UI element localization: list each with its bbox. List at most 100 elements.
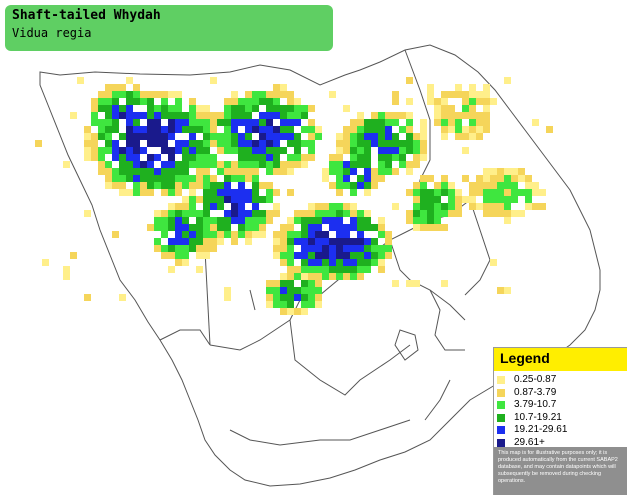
grid-cell <box>441 91 448 98</box>
grid-cell <box>252 119 259 126</box>
grid-cell <box>91 105 98 112</box>
grid-cell <box>301 105 308 112</box>
grid-cell <box>175 252 182 259</box>
grid-cell <box>287 224 294 231</box>
grid-cell <box>441 203 448 210</box>
grid-cell <box>259 91 266 98</box>
grid-cell <box>518 210 525 217</box>
grid-cell <box>259 147 266 154</box>
grid-cell <box>301 287 308 294</box>
grid-cell <box>434 217 441 224</box>
grid-cell <box>217 140 224 147</box>
grid-cell <box>266 98 273 105</box>
grid-cell <box>224 231 231 238</box>
legend-item-label: 0.87-3.79 <box>514 386 557 398</box>
grid-cell <box>441 189 448 196</box>
grid-cell <box>98 91 105 98</box>
grid-cell <box>182 259 189 266</box>
grid-cell <box>308 301 315 308</box>
grid-cell <box>161 245 168 252</box>
grid-cell <box>420 147 427 154</box>
grid-cell <box>161 105 168 112</box>
grid-cell <box>350 119 357 126</box>
grid-cell <box>189 182 196 189</box>
grid-cell <box>441 98 448 105</box>
grid-cell <box>385 112 392 119</box>
grid-cell <box>63 266 70 273</box>
grid-cell <box>84 294 91 301</box>
grid-cell <box>133 112 140 119</box>
grid-cell <box>343 182 350 189</box>
grid-cell <box>105 119 112 126</box>
grid-cell <box>483 168 490 175</box>
grid-cell <box>217 196 224 203</box>
grid-cell <box>252 189 259 196</box>
grid-cell <box>238 224 245 231</box>
grid-cell <box>434 196 441 203</box>
grid-cell <box>483 126 490 133</box>
grid-cell <box>84 210 91 217</box>
grid-cell <box>238 105 245 112</box>
grid-cell <box>203 210 210 217</box>
grid-cell <box>532 189 539 196</box>
grid-cell <box>336 182 343 189</box>
grid-cell <box>357 217 364 224</box>
grid-cell <box>189 224 196 231</box>
grid-cell <box>273 105 280 112</box>
grid-cell <box>420 154 427 161</box>
legend-item-label: 3.79-10.7 <box>514 399 557 410</box>
grid-cell <box>336 266 343 273</box>
grid-cell <box>336 140 343 147</box>
grid-cell <box>420 126 427 133</box>
grid-cell <box>126 175 133 182</box>
grid-cell <box>301 280 308 287</box>
grid-cell <box>518 168 525 175</box>
grid-cell <box>343 161 350 168</box>
grid-cell <box>280 287 287 294</box>
grid-cell <box>217 203 224 210</box>
grid-cell <box>294 252 301 259</box>
grid-cell <box>119 91 126 98</box>
grid-cell <box>238 203 245 210</box>
grid-cell <box>273 294 280 301</box>
grid-cell <box>427 91 434 98</box>
grid-cell <box>168 105 175 112</box>
grid-cell <box>210 119 217 126</box>
grid-cell <box>371 175 378 182</box>
grid-cell <box>399 140 406 147</box>
grid-cell <box>476 133 483 140</box>
grid-cell <box>182 217 189 224</box>
grid-cell <box>469 182 476 189</box>
grid-cell <box>203 245 210 252</box>
grid-cell <box>280 168 287 175</box>
grid-cell <box>210 133 217 140</box>
grid-cell <box>252 154 259 161</box>
grid-cell <box>252 161 259 168</box>
grid-cell <box>294 238 301 245</box>
grid-cell <box>308 280 315 287</box>
grid-cell <box>301 294 308 301</box>
grid-cell <box>378 119 385 126</box>
grid-cell <box>308 294 315 301</box>
occurrence-grid <box>35 77 553 315</box>
grid-cell <box>98 98 105 105</box>
grid-cell <box>322 231 329 238</box>
grid-cell <box>385 133 392 140</box>
grid-cell <box>483 203 490 210</box>
grid-cell <box>413 203 420 210</box>
grid-cell <box>308 105 315 112</box>
grid-cell <box>336 238 343 245</box>
grid-cell <box>231 168 238 175</box>
grid-cell <box>161 161 168 168</box>
grid-cell <box>308 203 315 210</box>
grid-cell <box>126 91 133 98</box>
grid-cell <box>385 140 392 147</box>
grid-cell <box>343 175 350 182</box>
grid-cell <box>196 154 203 161</box>
grid-cell <box>462 91 469 98</box>
grid-cell <box>301 154 308 161</box>
grid-cell <box>182 161 189 168</box>
grid-cell <box>224 98 231 105</box>
grid-cell <box>322 273 329 280</box>
grid-cell <box>287 280 294 287</box>
